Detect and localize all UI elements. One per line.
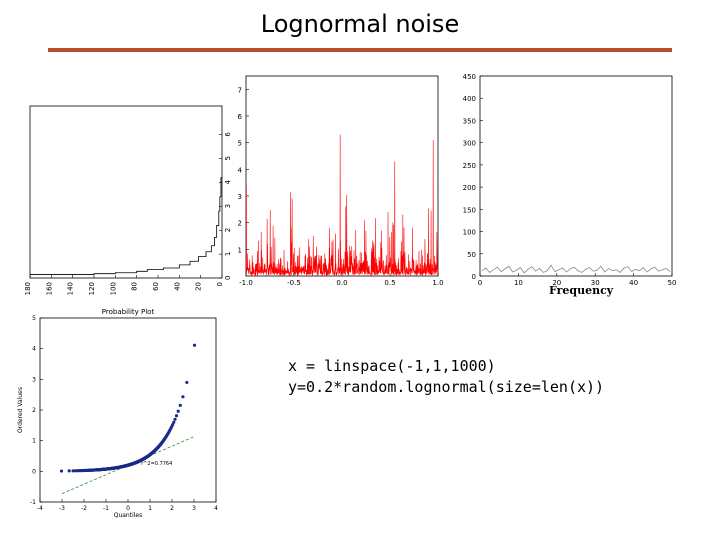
- data-point: [176, 409, 180, 413]
- y-tick-label: 7: [238, 86, 242, 94]
- probability-plot-chart: Probability Plot r^2=0.7764 -4 -3 -2 -1 0 1 2 3 4 -…: [17, 308, 218, 519]
- data-point: [171, 423, 175, 427]
- page-title: Lognormal noise: [260, 10, 460, 38]
- data-point: [181, 395, 185, 399]
- plot-frame: [29, 105, 223, 279]
- data-point: [67, 469, 71, 473]
- x-tick-label: 0: [126, 505, 130, 512]
- x-tick-label: -4: [37, 505, 43, 512]
- data-point: [174, 414, 179, 418]
- y-tick-label: 100: [463, 229, 476, 237]
- data-point: [185, 380, 189, 385]
- y-tick-label: 200: [463, 184, 476, 192]
- x-axis-label: Quantiles: [114, 512, 143, 519]
- y-tick-label: -1: [30, 499, 36, 506]
- title-underline: [48, 48, 672, 52]
- plot-frame: [39, 317, 217, 503]
- y-tick-label: 2: [238, 220, 242, 228]
- x-tick-label: 3: [192, 505, 196, 512]
- plot-frame: [479, 75, 673, 277]
- x-tick-label: 20: [552, 279, 561, 287]
- y-tick-label: 5: [32, 315, 36, 322]
- probability-plot-title: Probability Plot: [102, 308, 155, 316]
- y-tick-label: 2: [32, 407, 36, 414]
- y-tick-label: 0: [32, 468, 36, 475]
- y-tick-label: 0: [472, 273, 476, 281]
- x-tick-label: -0.5: [287, 279, 301, 287]
- y-tick-label: 400: [463, 95, 476, 103]
- data-point: [172, 420, 176, 424]
- y-tick-label: 1: [224, 252, 232, 256]
- x-tick-label: 40: [173, 282, 181, 291]
- data-point: [173, 417, 177, 421]
- y-tick-label: 3: [32, 376, 36, 383]
- y-tick-label: 3: [224, 204, 232, 208]
- x-tick-label: 1: [148, 505, 152, 512]
- y-tick-label: 4: [238, 166, 243, 174]
- data-point: [59, 469, 64, 473]
- y-tick-label: 50: [467, 251, 476, 259]
- histogram-outline: [30, 177, 222, 275]
- y-tick-label: 350: [463, 117, 476, 125]
- x-tick-label: 0.0: [336, 279, 347, 287]
- x-tick-label: 40: [629, 279, 638, 287]
- y-tick-label: 0: [224, 276, 232, 280]
- x-tick-label: 50: [668, 279, 677, 287]
- y-tick-label: 6: [224, 132, 232, 137]
- noise-series-line: [245, 134, 439, 277]
- x-tick-label: 180: [24, 282, 32, 295]
- x-tick-label: -1: [103, 505, 109, 512]
- frequency-axis-label: Frequency: [549, 284, 614, 297]
- y-tick-label: 4: [32, 346, 36, 353]
- y-tick-label: 3: [238, 193, 242, 201]
- data-point: [192, 343, 197, 347]
- y-tick-label: 6: [238, 113, 243, 121]
- y-tick-label: 150: [463, 206, 476, 214]
- data-point: [71, 469, 75, 473]
- y-tick-label: 250: [463, 162, 476, 170]
- x-tick-label: -3: [59, 505, 65, 512]
- x-tick-label: 100: [109, 282, 117, 295]
- y-tick-label: 1: [238, 246, 242, 254]
- frequency-spectrum-chart: 0 10 20 30 40 50 0 50 100 150 200 250 300 350 400 450: [463, 73, 677, 287]
- x-tick-label: 2: [170, 505, 174, 512]
- spectrum-series-line: [481, 264, 671, 274]
- noise-line-chart: -1.0 -0.5 0.0 0.5 1.0 1 2 3 4 5 6 7: [238, 75, 444, 287]
- x-tick-label: 0: [478, 279, 482, 287]
- y-tick-label: 2: [224, 228, 232, 232]
- x-tick-label: 160: [45, 282, 53, 295]
- y-tick-label: 450: [463, 73, 476, 81]
- x-tick-label: 4: [214, 505, 218, 512]
- x-tick-label: 10: [514, 279, 523, 287]
- x-tick-label: -2: [81, 505, 87, 512]
- y-axis-label: Ordered Values: [17, 387, 24, 433]
- code-line-2: y=0.2*random.lognormal(size=len(x)): [288, 378, 605, 396]
- data-point: [178, 403, 182, 407]
- x-tick-label: 0: [216, 282, 224, 286]
- x-tick-label: 1.0: [432, 279, 443, 287]
- x-tick-label: 20: [195, 282, 203, 291]
- y-tick-label: 5: [224, 156, 232, 160]
- x-tick-label: 60: [152, 282, 160, 291]
- x-tick-label: 140: [67, 282, 75, 295]
- x-tick-label: 30: [591, 279, 600, 287]
- x-tick-label: 0.5: [384, 279, 395, 287]
- rotated-histogram-chart: 180 160 140 120 100 80 60 40 20 00 1 2 3 4 5 6: [24, 105, 232, 295]
- x-tick-label: 120: [88, 282, 96, 295]
- fit-annotation: r^2=0.7764: [141, 461, 172, 467]
- y-tick-label: 4: [224, 179, 232, 184]
- x-tick-label: 80: [131, 282, 139, 291]
- y-tick-label: 5: [238, 140, 242, 148]
- y-tick-label: 1: [32, 438, 36, 445]
- x-tick-label: -1.0: [239, 279, 253, 287]
- code-block: x = linspace(-1,1,1000) y=0.2*random.logn…: [288, 356, 604, 398]
- code-line-1: x = linspace(-1,1,1000): [288, 357, 496, 375]
- y-tick-label: 300: [463, 140, 476, 148]
